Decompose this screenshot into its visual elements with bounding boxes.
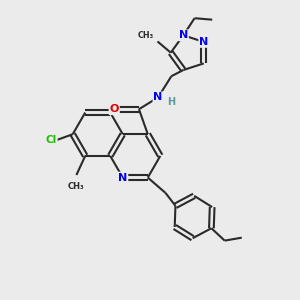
Text: Cl: Cl [46, 135, 57, 145]
Text: CH₃: CH₃ [68, 182, 85, 190]
Text: CH₃: CH₃ [138, 31, 154, 40]
Text: H: H [167, 97, 175, 107]
Text: O: O [110, 104, 119, 114]
Text: N: N [199, 37, 208, 47]
Text: N: N [154, 92, 163, 102]
Text: N: N [118, 172, 128, 183]
Text: N: N [179, 30, 188, 40]
